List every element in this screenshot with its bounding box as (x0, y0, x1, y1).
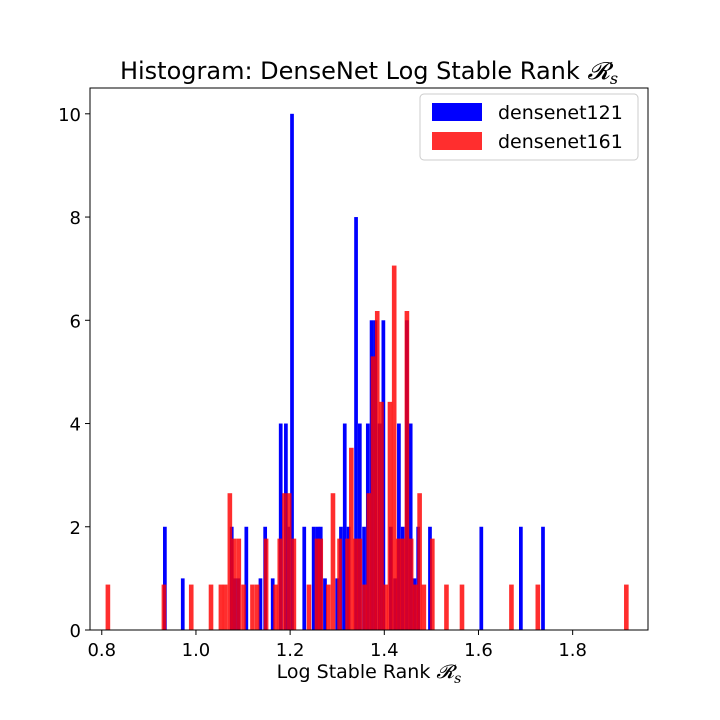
densenet161-bar-44 (444, 584, 449, 630)
x-axis-ticks: 0.8 1.0 1.2 1.4 1.6 1.8 (87, 630, 587, 661)
densenet121-bar-6 (258, 578, 263, 630)
x-tick-label: 1.0 (182, 640, 211, 661)
densenet161-bars (105, 265, 629, 630)
densenet161-bar-36 (396, 538, 401, 630)
densenet121-bar-20 (342, 423, 347, 630)
densenet161-bar-11 (254, 584, 260, 630)
densenet161-bar-20 (318, 538, 324, 630)
densenet121-bar-8 (270, 578, 275, 630)
x-axis-label: Log Stable Rank 𝓡s (277, 661, 462, 687)
densenet161-bar-12 (263, 538, 269, 630)
densenet161-bar-5 (222, 584, 228, 630)
densenet121-bar-38 (428, 526, 432, 630)
legend-label-densenet161: densenet161 (498, 131, 623, 153)
densenet121-bar-24 (362, 526, 366, 630)
densenet161-bar-7 (231, 538, 237, 630)
densenet121-bar-17 (323, 578, 327, 630)
densenet121-bar-0 (163, 526, 167, 630)
x-tick-label: 1.2 (276, 640, 305, 661)
legend-label-densenet121: densenet121 (498, 102, 623, 124)
densenet121-bar-1 (180, 578, 185, 630)
y-tick-label: 2 (70, 518, 81, 539)
densenet161-bar-46 (509, 584, 514, 630)
x-tick-label: 1.8 (558, 640, 587, 661)
x-tick-label: 1.6 (464, 640, 493, 661)
densenet161-bar-25 (349, 447, 354, 630)
densenet161-bar-21 (325, 584, 331, 630)
y-tick-label: 8 (70, 208, 81, 229)
densenet161-bar-41 (417, 493, 422, 630)
densenet161-bar-13 (273, 584, 278, 630)
densenet161-bar-14 (277, 538, 283, 630)
densenet161-bar-2 (188, 584, 194, 630)
densenet161-bar-30 (370, 356, 376, 630)
densenet161-bar-34 (387, 401, 393, 630)
densenet121-bar-35 (408, 423, 413, 630)
densenet161-bar-35 (391, 265, 397, 630)
y-tick-label: 0 (70, 621, 81, 642)
densenet121-bar-41 (541, 526, 545, 630)
densenet161-bar-37 (400, 538, 405, 630)
legend-swatch-densenet161 (432, 132, 482, 150)
y-tick-label: 4 (70, 415, 81, 436)
densenet161-bar-6 (227, 493, 233, 630)
densenet161-bar-45 (459, 584, 465, 630)
densenet161-bar-9 (241, 584, 246, 630)
densenet121-bar-5 (244, 526, 249, 630)
legend-swatch-densenet121 (432, 103, 482, 121)
densenet161-bar-0 (105, 584, 111, 630)
densenet161-bar-43 (430, 538, 435, 630)
densenet161-bar-29 (366, 493, 372, 630)
chart-title: Histogram: DenseNet Log Stable Rank 𝓡s (120, 57, 618, 88)
densenet121-bar-39 (479, 526, 484, 630)
densenet121-bar-32 (397, 423, 401, 630)
densenet161-bar-22 (330, 493, 336, 630)
densenet161-bar-26 (353, 538, 358, 630)
densenet161-bar-39 (408, 538, 414, 630)
densenet161-bar-31 (374, 310, 380, 630)
densenet161-bar-16 (286, 493, 292, 630)
densenet161-bar-3 (208, 584, 214, 630)
densenet121-bar-18 (335, 578, 340, 630)
y-axis-ticks: 0 2 4 6 8 10 (58, 105, 90, 642)
densenet161-bar-38 (404, 310, 410, 630)
densenet161-bar-27 (357, 538, 363, 630)
densenet161-bar-19 (314, 538, 320, 630)
densenet161-bar-17 (291, 538, 297, 630)
densenet121-bar-22 (354, 217, 358, 631)
y-tick-label: 10 (58, 105, 81, 126)
densenet161-bar-8 (236, 538, 242, 630)
densenet161-bar-15 (282, 493, 287, 630)
densenet161-bar-1 (161, 584, 167, 630)
densenet121-bar-9 (278, 423, 283, 630)
densenet161-bar-32 (379, 401, 384, 630)
densenet161-bar-42 (421, 584, 427, 630)
densenet121-bar-23 (357, 423, 362, 630)
plot-frame (89, 87, 649, 631)
x-tick-label: 1.4 (370, 640, 399, 661)
densenet161-bar-23 (337, 538, 342, 630)
densenet161-bar-18 (306, 584, 312, 630)
densenet161-bar-48 (624, 584, 629, 630)
densenet121-bar-40 (519, 526, 523, 630)
legend: densenet121 densenet161 (419, 93, 639, 161)
densenet161-bar-10 (250, 584, 255, 630)
densenet161-bar-28 (362, 584, 367, 630)
densenet121-bar-14 (311, 526, 316, 630)
y-tick-label: 6 (70, 311, 81, 332)
densenet161-bar-4 (218, 584, 224, 630)
x-tick-label: 0.8 (87, 640, 116, 661)
densenet161-bar-24 (345, 538, 350, 630)
densenet121-bar-12 (290, 113, 294, 630)
densenet161-bar-40 (413, 584, 418, 630)
densenet161-bar-33 (383, 584, 389, 630)
densenet121-bar-13 (302, 526, 307, 630)
densenet161-bar-47 (535, 584, 541, 630)
